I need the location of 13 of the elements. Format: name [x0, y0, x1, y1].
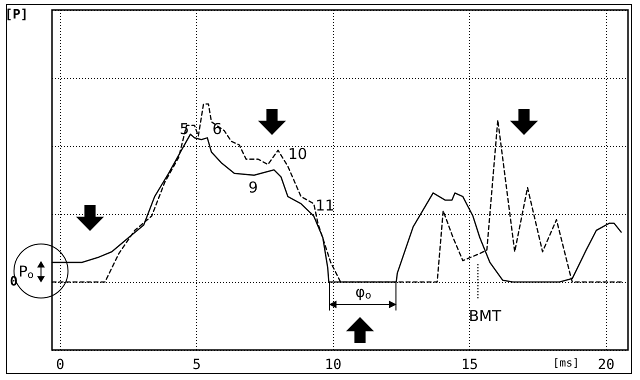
x-tick-label: 20 [598, 357, 615, 373]
annotation: 11 [315, 196, 335, 214]
x-tick-label: 0 [56, 357, 64, 373]
x-axis-title: [ms] [552, 356, 580, 370]
annotation: 6 [212, 120, 222, 138]
annotation: 9 [248, 178, 258, 197]
x-tick-label: 10 [324, 357, 342, 373]
text: [P] [4, 7, 28, 22]
annotation: 10 [288, 144, 308, 163]
text: BMT [468, 306, 502, 325]
x-tick-label: 5 [192, 357, 201, 373]
annotation: 5 [180, 120, 190, 138]
x-tick-label: 15 [461, 357, 478, 373]
